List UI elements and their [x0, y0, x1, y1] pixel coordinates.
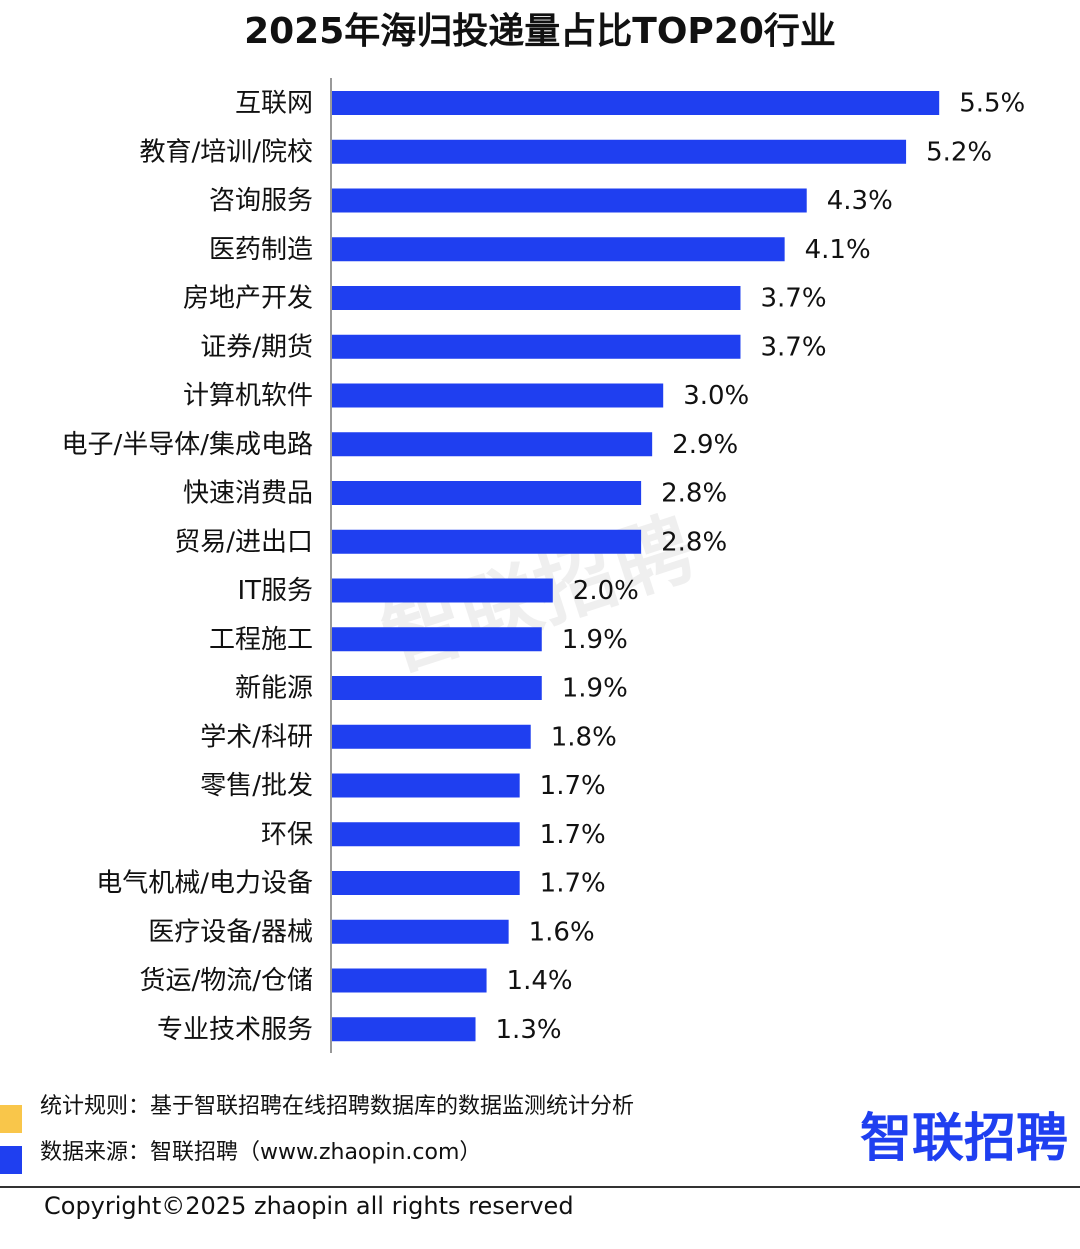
category-label: 货运/物流/仓储 — [139, 966, 313, 996]
value-label: 4.1% — [805, 235, 871, 265]
value-label: 4.3% — [827, 186, 893, 216]
logo: 智联招聘 — [860, 1109, 1068, 1169]
category-label: 房地产开发 — [183, 284, 313, 314]
legend-square — [0, 1105, 22, 1133]
bar — [332, 237, 785, 262]
value-label: 2.0% — [573, 576, 639, 606]
value-label: 3.7% — [760, 284, 826, 314]
bar — [332, 334, 741, 359]
bar — [332, 578, 553, 603]
bar — [332, 968, 487, 993]
bar — [332, 139, 907, 164]
category-label: 计算机软件 — [183, 381, 313, 411]
category-label: 快速消费品 — [183, 479, 313, 509]
value-label: 1.8% — [551, 722, 617, 752]
value-label: 2.9% — [672, 430, 738, 460]
value-label: 1.7% — [540, 869, 606, 899]
value-label: 1.9% — [562, 625, 628, 655]
category-label: 医疗设备/器械 — [148, 917, 313, 947]
category-label: 专业技术服务 — [157, 1015, 313, 1045]
value-label: 1.3% — [496, 1015, 562, 1045]
bar — [332, 188, 807, 213]
bar — [332, 481, 642, 505]
category-label: 零售/批发 — [200, 771, 313, 801]
bar — [332, 91, 940, 115]
value-label: 1.4% — [507, 966, 573, 996]
bar — [332, 724, 531, 749]
bar — [332, 871, 520, 895]
bar — [332, 919, 509, 944]
value-label: 2.8% — [661, 527, 727, 557]
category-label: 环保 — [261, 820, 313, 850]
note: 数据来源：智联招聘（www.zhaopin.com） — [40, 1140, 481, 1165]
category-label: 电气机械/电力设备 — [96, 869, 313, 899]
copyright: Copyright©2025 zhaopin all rights reserv… — [44, 1192, 574, 1220]
bar — [332, 773, 520, 798]
bar — [332, 286, 741, 310]
category-label: 教育/培训/院校 — [139, 137, 313, 167]
value-label: 3.7% — [760, 332, 826, 362]
bar — [332, 627, 542, 652]
category-label: 学术/科研 — [200, 722, 313, 752]
value-label: 2.8% — [661, 479, 727, 509]
value-label: 5.2% — [926, 137, 992, 167]
value-label: 1.7% — [540, 820, 606, 850]
value-label: 1.7% — [540, 771, 606, 801]
category-label: 互联网 — [235, 89, 313, 119]
value-label: 1.9% — [562, 674, 628, 704]
bar — [332, 432, 653, 457]
category-label: 贸易/进出口 — [174, 527, 313, 557]
category-label: 新能源 — [235, 674, 313, 704]
category-label: IT服务 — [237, 576, 313, 606]
bar — [332, 1017, 476, 1042]
bar — [332, 383, 664, 408]
note: 统计规则：基于智联招聘在线招聘数据库的数据监测统计分析 — [40, 1094, 634, 1119]
value-label: 5.5% — [959, 89, 1025, 119]
bar — [332, 676, 542, 700]
category-label: 电子/半导体/集成电路 — [61, 430, 313, 460]
legend-square — [0, 1146, 22, 1174]
category-label: 咨询服务 — [209, 186, 313, 216]
bar — [332, 529, 642, 554]
chart-title: 2025年海归投递量占比TOP20行业 — [244, 11, 836, 52]
bar — [332, 822, 520, 847]
value-label: 1.6% — [529, 917, 595, 947]
category-label: 证券/期货 — [200, 332, 313, 362]
value-label: 3.0% — [683, 381, 749, 411]
category-label: 工程施工 — [209, 625, 313, 655]
category-label: 医药制造 — [209, 235, 313, 265]
